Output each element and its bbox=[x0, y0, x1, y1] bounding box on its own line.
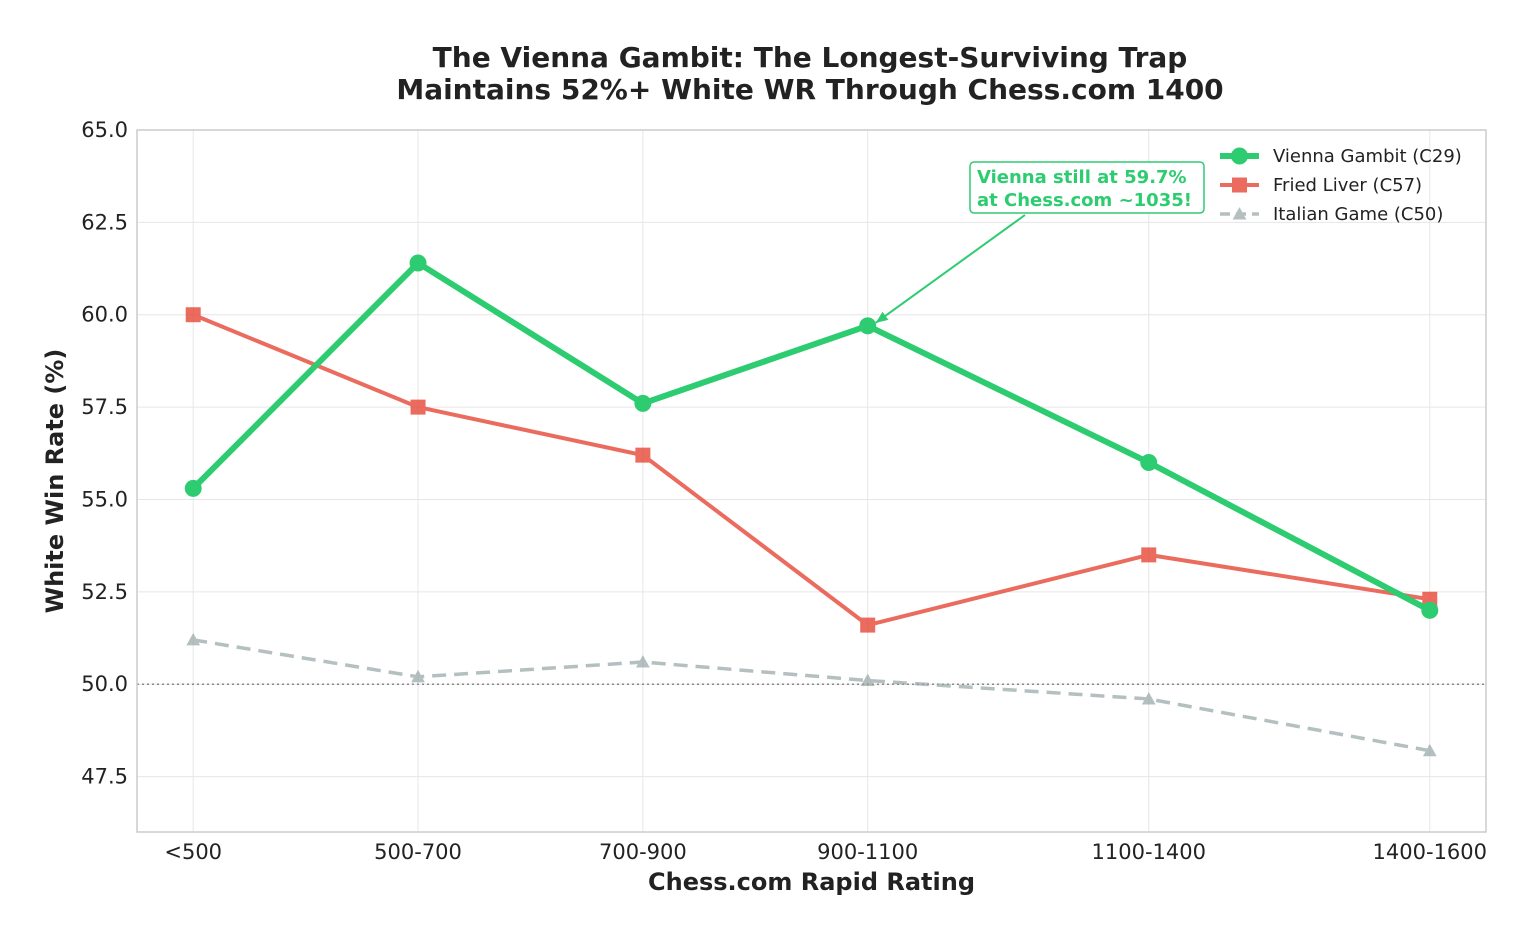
data-point bbox=[409, 254, 427, 272]
y-tick-label: 55.0 bbox=[81, 487, 128, 511]
gridlines bbox=[137, 129, 1486, 832]
tick-labels: 47.5 50.0 52.5 55.0 57.5 60.0 62.5 65.0 <500 500-… bbox=[81, 118, 1487, 864]
legend-entry-2 bbox=[1220, 207, 1259, 220]
annotation-arrow bbox=[875, 214, 1026, 324]
annotation-text-line: Vienna still at 59.7% bbox=[977, 167, 1187, 188]
data-point bbox=[1141, 692, 1156, 705]
data-point bbox=[860, 617, 876, 633]
series-1 bbox=[185, 307, 1438, 633]
series-line bbox=[192, 638, 1431, 753]
data-point bbox=[184, 479, 202, 497]
y-tick-label: 57.5 bbox=[81, 395, 128, 419]
legend-marker bbox=[1232, 207, 1247, 220]
legend-entry-0 bbox=[1220, 147, 1259, 165]
data-point bbox=[1141, 547, 1157, 563]
data-point bbox=[185, 307, 201, 323]
data-point bbox=[1421, 601, 1439, 619]
legend-label: Vienna Gambit (C29) bbox=[1273, 146, 1462, 167]
data-point bbox=[411, 669, 425, 683]
legend-entry-1 bbox=[1220, 177, 1259, 193]
data-point bbox=[186, 632, 201, 646]
series-2 bbox=[186, 632, 1437, 757]
y-tick-label: 65.0 bbox=[81, 118, 128, 142]
data-point bbox=[859, 317, 877, 335]
annotation-text-line: at Chess.com ~1035! bbox=[977, 190, 1192, 211]
chart-title-line-2: Maintains 52%+ White WR Through Chess.co… bbox=[396, 73, 1223, 106]
data-point bbox=[635, 655, 650, 668]
legend-label: Fried Liver (C57) bbox=[1273, 175, 1422, 196]
data-point bbox=[634, 394, 652, 412]
annotation-arrowhead bbox=[875, 311, 889, 323]
series-line bbox=[191, 260, 1432, 613]
x-axis-label: Chess.com Rapid Rating bbox=[648, 868, 975, 896]
y-tick-label: 52.5 bbox=[81, 580, 128, 604]
x-tick-label: 900-1100 bbox=[817, 840, 918, 864]
series-layer bbox=[184, 254, 1439, 757]
y-tick-label: 60.0 bbox=[81, 303, 128, 327]
series-line bbox=[192, 312, 1431, 628]
legend-marker bbox=[1231, 147, 1248, 165]
plot-area-frame bbox=[136, 129, 1487, 833]
y-tick-label: 62.5 bbox=[81, 210, 128, 234]
data-point bbox=[1140, 454, 1158, 472]
data-point bbox=[860, 673, 875, 687]
y-axis-label: White Win Rate (%) bbox=[41, 349, 69, 614]
x-tick-label: 500-700 bbox=[374, 840, 462, 864]
x-tick-label: 1100-1400 bbox=[1092, 840, 1206, 864]
series-0 bbox=[184, 254, 1439, 619]
legend-label: Italian Game (C50) bbox=[1273, 204, 1443, 225]
data-point bbox=[410, 399, 426, 415]
legend-marker bbox=[1232, 177, 1247, 193]
legend: Vienna Gambit (C29) Fried Liver (C57) Ital… bbox=[1220, 146, 1462, 225]
data-point bbox=[635, 447, 651, 463]
chart-title-line-1: The Vienna Gambit: The Longest-Surviving… bbox=[433, 41, 1188, 74]
y-tick-label: 50.0 bbox=[81, 672, 128, 696]
annotation: Vienna still at 59.7%at Chess.com ~1035! bbox=[875, 161, 1205, 324]
x-tick-label: <500 bbox=[164, 840, 222, 864]
annotation-box bbox=[969, 161, 1205, 214]
x-tick-label: 1400-1600 bbox=[1373, 840, 1487, 864]
y-tick-label: 47.5 bbox=[81, 765, 128, 789]
data-point bbox=[1422, 743, 1437, 757]
x-tick-label: 700-900 bbox=[599, 840, 687, 864]
